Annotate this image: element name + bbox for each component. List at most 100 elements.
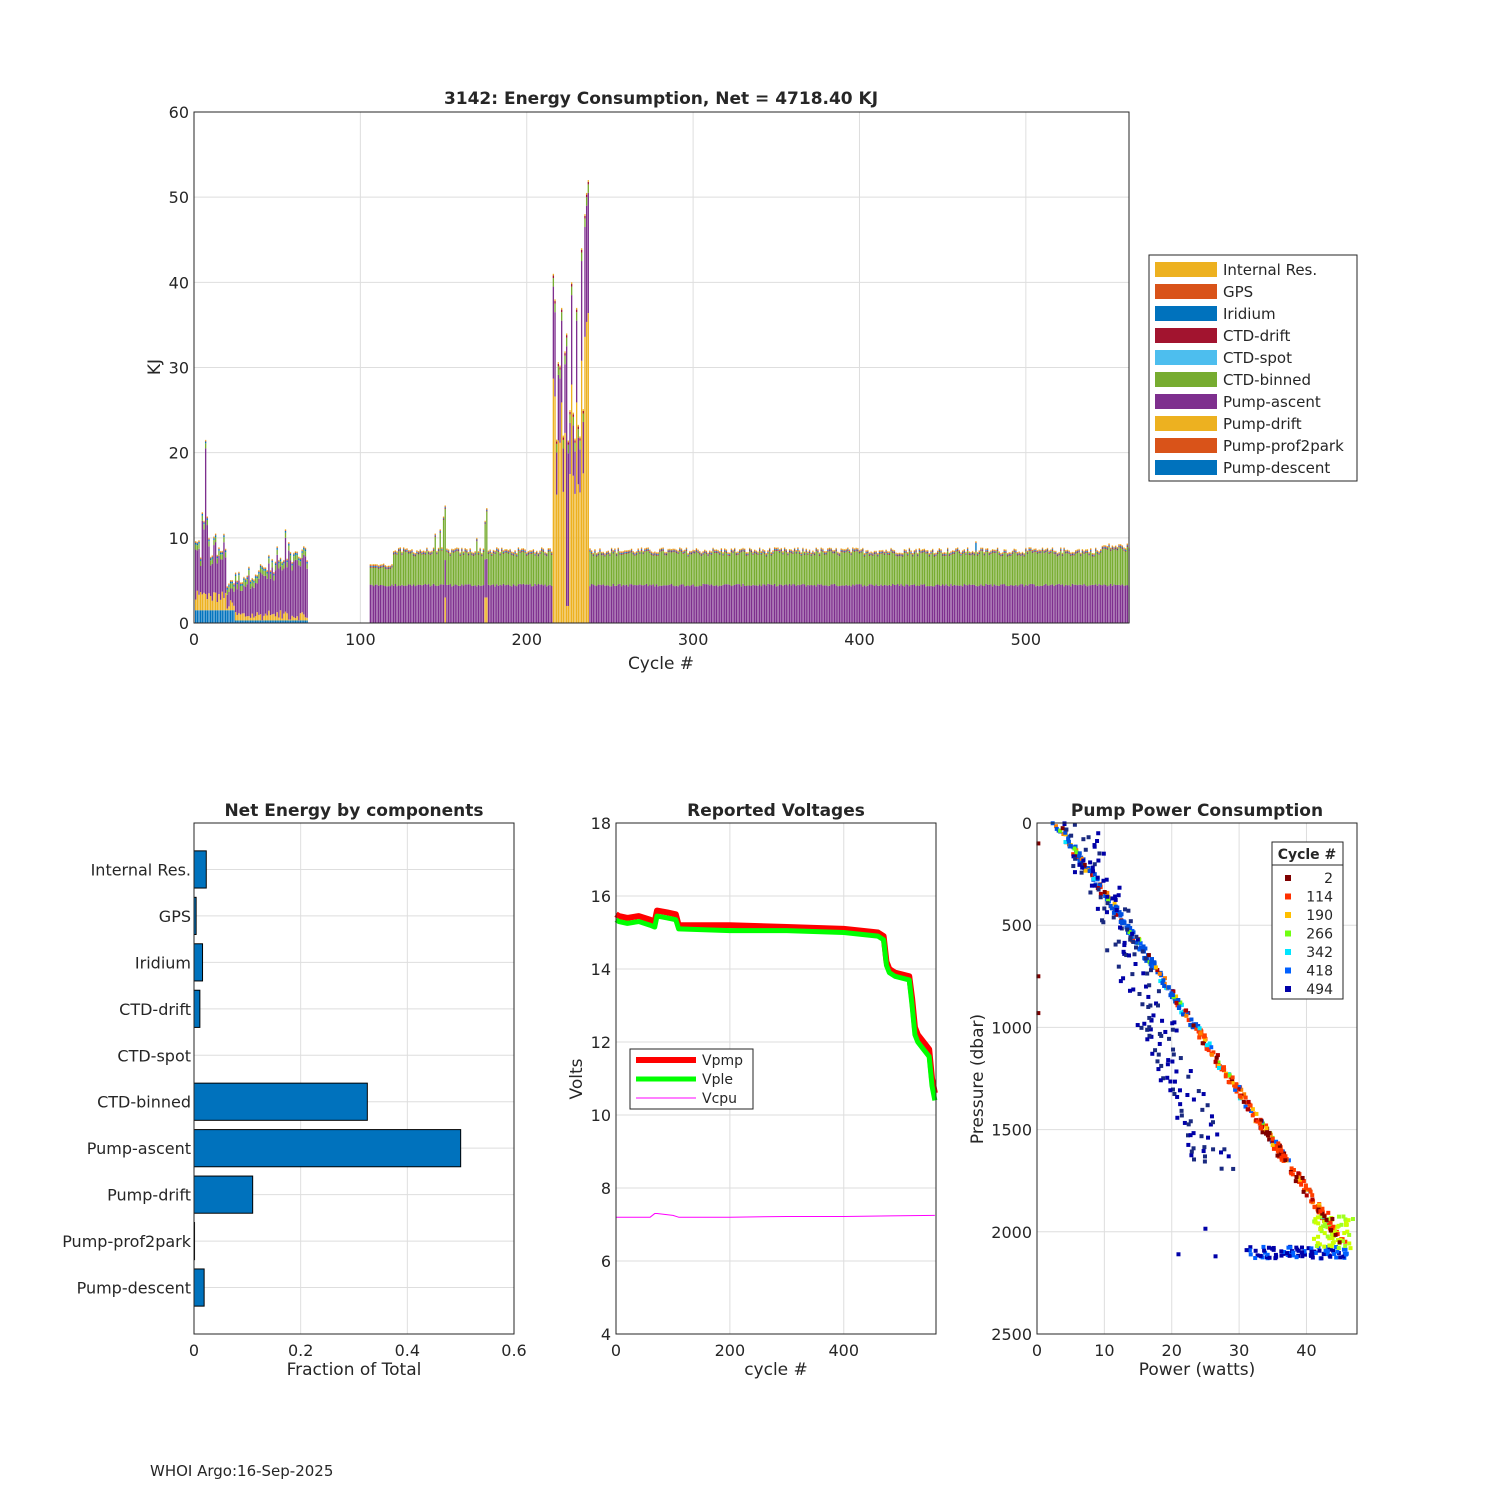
energy-bar-segment [950, 584, 951, 623]
energy-bar-segment [1052, 550, 1053, 551]
energy-bar-segment [879, 553, 880, 554]
energy-bar-segment [410, 552, 411, 553]
energy-bar-segment [643, 553, 644, 554]
energy-bar-segment [578, 484, 579, 623]
energy-bar-segment [902, 554, 903, 555]
energy-bar-segment [237, 615, 238, 620]
energy-bar-segment [867, 553, 868, 585]
energy-bar-segment [253, 588, 254, 618]
energy-bar-segment [949, 555, 950, 556]
energy-bar-segment [712, 549, 713, 550]
energy-bar-segment [990, 553, 991, 554]
energy-bar-segment [539, 552, 540, 553]
pump-power-point [1129, 919, 1133, 923]
energy-bar-segment [200, 592, 201, 610]
pump-power-point [1318, 1209, 1322, 1213]
energy-bar-segment [816, 549, 817, 550]
energy-bar-segment [436, 551, 437, 552]
energy-bar-segment [488, 552, 489, 553]
energy-bar-segment [989, 553, 990, 554]
energy-bar-segment [769, 548, 770, 549]
energy-bar-segment [481, 553, 482, 554]
pump-power-point [1117, 893, 1121, 897]
pump-power-point [1318, 1242, 1322, 1246]
energy-bar-segment [791, 551, 792, 552]
energy-bar-segment [263, 576, 264, 616]
energy-bar-segment [811, 555, 812, 556]
energy-bar-segment [388, 569, 389, 586]
energy-bar-segment [593, 554, 594, 555]
energy-bar-segment [839, 553, 840, 554]
energy-bar-segment [920, 553, 921, 584]
energy-bar-segment [872, 555, 873, 556]
energy-bar-segment [999, 551, 1000, 552]
energy-bar-segment [603, 553, 604, 554]
energy-bar-segment [942, 555, 943, 556]
energy-bar-segment [850, 553, 851, 554]
energy-bar-segment [1113, 549, 1114, 550]
energy-bar-segment [914, 550, 915, 551]
energy-bar-segment [816, 551, 817, 586]
energy-bar-segment [386, 568, 387, 569]
energy-bar-segment [766, 555, 767, 556]
energy-bar-segment [594, 552, 595, 553]
energy-bar-segment [614, 551, 615, 552]
energy-bar-segment [1123, 551, 1124, 586]
energy-bar-segment [774, 551, 775, 584]
energy-bar-segment [719, 553, 720, 554]
energy-bar-segment [210, 610, 211, 623]
energy-bar-segment [488, 554, 489, 585]
energy-legend-label: Pump-drift [1223, 415, 1302, 433]
energy-bar-segment [631, 584, 632, 623]
energy-bar-segment [1067, 585, 1068, 623]
energy-bar-segment [403, 549, 404, 550]
energy-bar-segment [296, 552, 297, 553]
energy-bar-segment [804, 552, 805, 553]
energy-bar-segment [706, 584, 707, 623]
energy-bar-segment [293, 556, 294, 561]
energy-bar-segment [814, 552, 815, 553]
energy-bar-segment [430, 552, 431, 553]
energy-bar-segment [1062, 553, 1063, 554]
energy-bar-segment [1120, 547, 1121, 548]
energy-bar-segment [747, 585, 748, 623]
pump-power-point [1080, 866, 1084, 870]
energy-bar-segment [1122, 548, 1123, 549]
pump-power-point [1234, 1085, 1238, 1089]
energy-bar-segment [920, 552, 921, 553]
energy-bar-segment [737, 554, 738, 555]
energy-bar-segment [549, 551, 550, 552]
energy-bar-segment [232, 583, 233, 588]
energy-bar-segment [1012, 554, 1013, 585]
energy-bar-segment [260, 566, 261, 568]
energy-bar-segment [263, 568, 264, 569]
energy-bar-segment [644, 552, 645, 585]
energy-bar-segment [714, 586, 715, 623]
energy-bar-segment [225, 610, 226, 623]
energy-bar-segment [826, 585, 827, 623]
energy-bar-segment [701, 556, 702, 586]
energy-bar-segment [1103, 545, 1104, 546]
energy-bar-segment [270, 615, 271, 620]
energy-bar-segment [293, 561, 294, 617]
energy-bar-segment [895, 585, 896, 623]
energy-bar-segment [586, 206, 587, 322]
energy-bar-segment [288, 620, 289, 621]
energy-bar-segment [290, 552, 291, 553]
energy-bar-segment [564, 353, 565, 356]
energy-bar-segment [879, 551, 880, 552]
energy-bar-segment [406, 552, 407, 586]
energy-bar-segment [283, 614, 284, 621]
energy-bar-segment [260, 573, 261, 615]
energy-bar-segment [303, 550, 304, 555]
energy-bar-segment [920, 551, 921, 552]
energy-bar-segment [919, 551, 920, 552]
energy-bar-segment [450, 554, 451, 555]
energy-bar-segment [257, 577, 258, 579]
energy-bar-segment [882, 553, 883, 586]
energy-bar-segment [880, 553, 881, 554]
energy-bar-segment [398, 585, 399, 623]
energy-bar-segment [867, 586, 868, 623]
energy-bar-segment [732, 553, 733, 585]
energy-bar-segment [416, 551, 417, 552]
